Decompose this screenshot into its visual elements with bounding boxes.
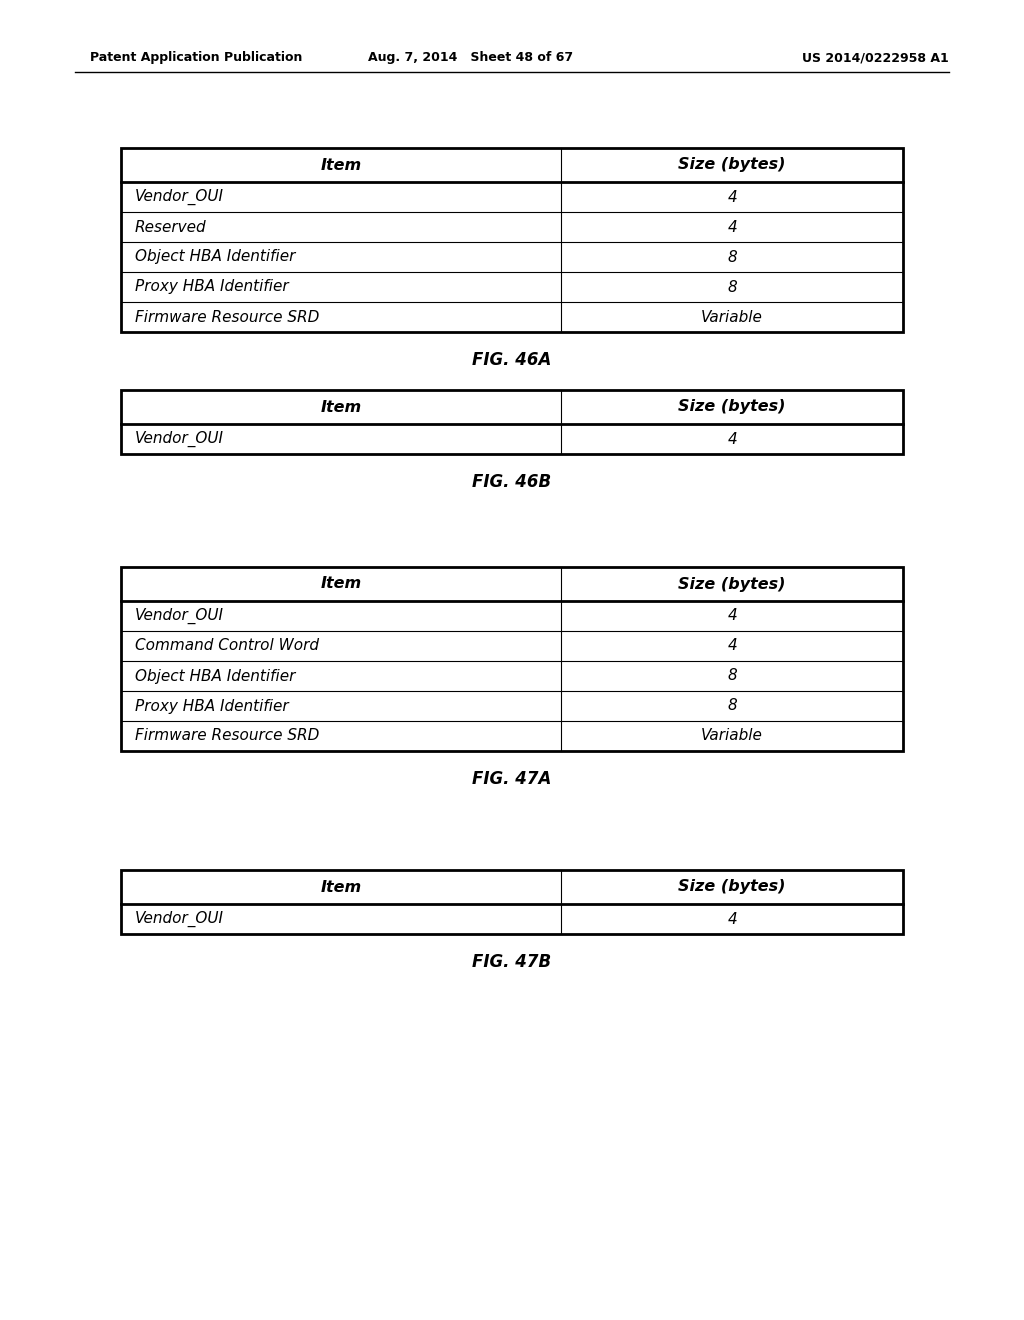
- Text: 8: 8: [727, 698, 737, 714]
- Text: US 2014/0222958 A1: US 2014/0222958 A1: [802, 51, 949, 65]
- Text: 4: 4: [727, 432, 737, 446]
- Text: Reserved: Reserved: [135, 219, 207, 235]
- Text: Size (bytes): Size (bytes): [679, 157, 785, 173]
- Text: Patent Application Publication: Patent Application Publication: [90, 51, 302, 65]
- Text: FIG. 47B: FIG. 47B: [472, 953, 552, 972]
- Text: FIG. 46A: FIG. 46A: [472, 351, 552, 370]
- Text: Vendor_OUI: Vendor_OUI: [135, 911, 224, 927]
- Text: FIG. 47A: FIG. 47A: [472, 770, 552, 788]
- Text: Size (bytes): Size (bytes): [679, 879, 785, 895]
- Text: 8: 8: [727, 668, 737, 684]
- Text: Object HBA Identifier: Object HBA Identifier: [135, 249, 295, 264]
- Text: Variable: Variable: [701, 309, 763, 325]
- Text: Item: Item: [321, 577, 361, 591]
- Text: Size (bytes): Size (bytes): [679, 577, 785, 591]
- Text: 8: 8: [727, 249, 737, 264]
- Text: Item: Item: [321, 157, 361, 173]
- Text: Command Control Word: Command Control Word: [135, 639, 318, 653]
- Text: FIG. 46B: FIG. 46B: [472, 473, 552, 491]
- Text: Vendor_OUI: Vendor_OUI: [135, 189, 224, 205]
- Text: Vendor_OUI: Vendor_OUI: [135, 430, 224, 447]
- Text: Aug. 7, 2014   Sheet 48 of 67: Aug. 7, 2014 Sheet 48 of 67: [369, 51, 573, 65]
- Text: 4: 4: [727, 609, 737, 623]
- Text: Proxy HBA Identifier: Proxy HBA Identifier: [135, 280, 289, 294]
- Text: 4: 4: [727, 912, 737, 927]
- Text: Vendor_OUI: Vendor_OUI: [135, 609, 224, 624]
- Text: 4: 4: [727, 219, 737, 235]
- Text: Variable: Variable: [701, 729, 763, 743]
- Text: 4: 4: [727, 190, 737, 205]
- Bar: [121, 148, 903, 333]
- Text: 4: 4: [727, 639, 737, 653]
- Text: Item: Item: [321, 879, 361, 895]
- Text: Firmware Resource SRD: Firmware Resource SRD: [135, 309, 319, 325]
- Text: Item: Item: [321, 400, 361, 414]
- Text: Object HBA Identifier: Object HBA Identifier: [135, 668, 295, 684]
- Bar: [121, 870, 903, 935]
- Bar: [121, 568, 903, 751]
- Text: Size (bytes): Size (bytes): [679, 400, 785, 414]
- Text: 8: 8: [727, 280, 737, 294]
- Bar: [121, 389, 903, 454]
- Text: Proxy HBA Identifier: Proxy HBA Identifier: [135, 698, 289, 714]
- Text: Firmware Resource SRD: Firmware Resource SRD: [135, 729, 319, 743]
